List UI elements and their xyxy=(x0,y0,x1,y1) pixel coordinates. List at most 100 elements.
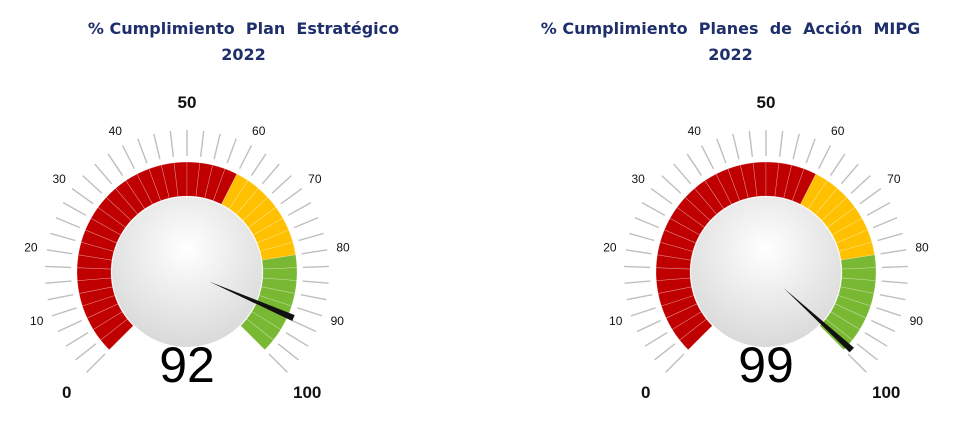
gauge-band-segment xyxy=(258,286,296,307)
scale-tick xyxy=(292,319,317,333)
scale-tick xyxy=(62,202,87,216)
scale-tick-label: 70 xyxy=(887,172,901,186)
scale-tick xyxy=(55,217,81,229)
scale-tick xyxy=(626,293,653,301)
gauge-chart: 0 10 20 30 40 50 60 70 80 90 100 99 xyxy=(603,93,929,402)
gauge-band-segment xyxy=(661,295,698,319)
scale-tick-label: 60 xyxy=(252,124,266,138)
scale-tick xyxy=(641,202,666,216)
scale-tick-label: 70 xyxy=(308,172,322,186)
scale-tick xyxy=(75,343,97,361)
gauge-band-segment xyxy=(655,267,691,281)
scale-tick-label: 80 xyxy=(915,240,929,254)
gauge-band-segment xyxy=(657,286,695,307)
gauge-band-segment xyxy=(821,196,856,228)
gauge-band-segment xyxy=(676,196,711,228)
scale-tick xyxy=(86,353,106,373)
scale-tick xyxy=(45,265,72,269)
scale-tick-label: 0 xyxy=(62,383,71,402)
gauge-band-segment xyxy=(807,180,838,215)
scale-tick xyxy=(880,249,907,255)
scale-tick xyxy=(46,249,73,255)
scale-tick xyxy=(287,202,312,216)
scale-tick xyxy=(94,163,113,185)
scale-tick xyxy=(829,153,846,176)
scale-tick xyxy=(199,130,205,157)
gauge-band-segment xyxy=(78,286,116,307)
gauge-needle xyxy=(209,281,295,322)
scale-tick xyxy=(876,307,902,317)
gauge-band-segment xyxy=(261,254,298,270)
gauge-panel-plan-estrategico: % Cumplimiento Plan Estratégico 2022 0 10… xyxy=(24,19,400,402)
scale-tick-label: 80 xyxy=(336,240,350,254)
scale-tick xyxy=(268,353,288,373)
scale-tick-label: 20 xyxy=(24,240,38,254)
scale-tick xyxy=(45,280,72,284)
gauge-band-segment xyxy=(160,162,179,199)
gauge-chart: 0 10 20 30 40 50 60 70 80 90 100 92 xyxy=(24,93,350,402)
gauge-face xyxy=(691,197,841,347)
gauge-band-segment xyxy=(783,164,805,202)
scale-tick-label: 100 xyxy=(872,383,900,402)
scale-tick xyxy=(661,175,682,194)
scale-tick xyxy=(881,280,908,284)
scale-tick xyxy=(107,153,124,176)
scale-tick xyxy=(644,332,668,347)
gauge-band-segment xyxy=(195,162,214,199)
scale-tick xyxy=(65,332,89,347)
gauge-band-segment xyxy=(212,168,238,205)
scale-tick xyxy=(624,265,651,269)
scale-tick xyxy=(137,138,148,164)
gauge-title-line: % Cumplimiento Plan Estratégico xyxy=(87,19,400,38)
scale-tick-label: 10 xyxy=(609,314,623,328)
scale-tick xyxy=(650,187,673,205)
scale-tick xyxy=(261,163,280,185)
scale-tick-label: 10 xyxy=(30,314,44,328)
gauge-band-segment xyxy=(657,241,694,261)
scale-tick xyxy=(50,232,76,242)
scale-tick xyxy=(686,153,703,176)
scale-tick-label: 50 xyxy=(178,93,197,112)
scale-tick xyxy=(629,232,655,242)
scale-tick-label: 30 xyxy=(52,172,66,186)
gauge-title-line: % Cumplimiento Planes de Acción MIPG xyxy=(540,19,921,38)
gauge-band-segment xyxy=(840,254,877,270)
gauge-band-segment xyxy=(246,311,282,341)
scale-tick xyxy=(271,175,292,194)
gauge-band-segment xyxy=(791,168,817,205)
scale-tick xyxy=(850,175,871,194)
scale-tick xyxy=(859,187,882,205)
gauge-panel-mipg: % Cumplimiento Planes de Acción MIPG 202… xyxy=(487,0,974,422)
gauge-band-segment xyxy=(655,254,692,270)
gauge-band-segment xyxy=(656,277,692,294)
scale-tick xyxy=(297,307,323,317)
gauge-band-segment xyxy=(77,277,113,294)
scale-tick xyxy=(302,280,329,284)
scale-tick xyxy=(871,319,896,333)
gauge-band-segment xyxy=(663,217,701,244)
gauge-band-segment xyxy=(221,173,249,210)
gauge-band-segment xyxy=(727,164,749,202)
scale-tick-label: 60 xyxy=(831,124,845,138)
scale-tick-label: 100 xyxy=(293,383,321,402)
scale-tick xyxy=(665,353,685,373)
scale-tick xyxy=(673,163,692,185)
gauge-band-segment xyxy=(84,217,122,244)
scale-tick xyxy=(625,249,652,255)
scale-tick xyxy=(82,175,103,194)
scale-tick xyxy=(847,353,867,373)
scale-tick xyxy=(879,293,906,301)
gauge-band-segment xyxy=(251,303,288,330)
gauge-band-segment xyxy=(76,254,113,270)
gauge-band-segment xyxy=(739,162,758,199)
scale-tick xyxy=(153,133,161,160)
gauge-needle xyxy=(783,288,854,353)
gauge-band-segment xyxy=(78,241,115,261)
gauge-band-segment xyxy=(76,267,112,281)
scale-tick-label: 30 xyxy=(631,172,645,186)
scale-tick xyxy=(226,138,237,164)
scale-tick xyxy=(792,133,800,160)
scale-tick-label: 40 xyxy=(688,124,702,138)
gauge-band-segment xyxy=(204,164,226,202)
gauge-band-segment xyxy=(830,303,867,330)
